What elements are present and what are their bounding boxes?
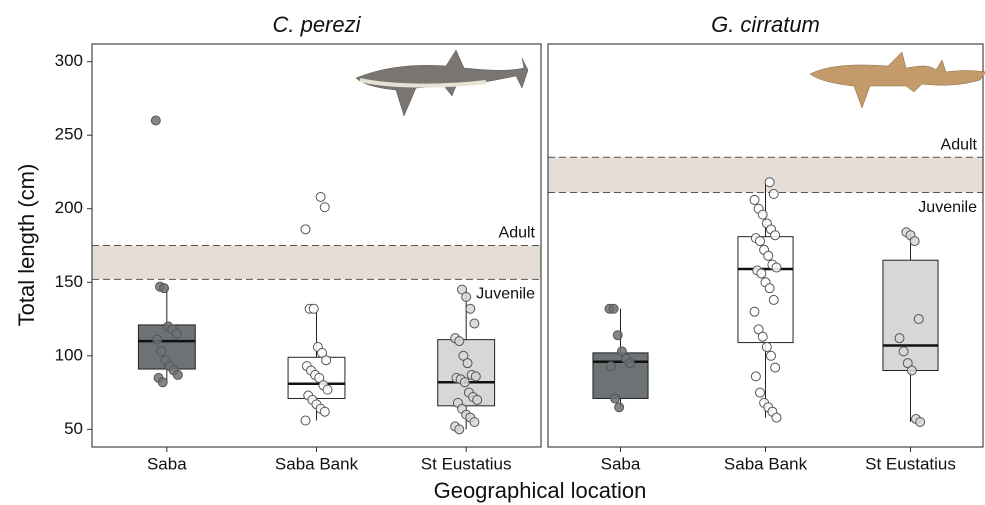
maturity-band [92, 246, 541, 280]
data-point [301, 225, 310, 234]
data-point [615, 403, 624, 412]
data-point [907, 366, 916, 375]
data-point [462, 292, 471, 301]
data-point [750, 307, 759, 316]
data-point [151, 116, 160, 125]
y-tick-label: 250 [55, 125, 83, 144]
data-point [158, 378, 167, 387]
x-tick-label: Saba Bank [275, 454, 359, 473]
data-point [471, 372, 480, 381]
y-tick-label: 300 [55, 51, 83, 70]
data-point [771, 363, 780, 372]
data-point [466, 304, 475, 313]
data-point [895, 334, 904, 343]
box [593, 353, 648, 399]
y-tick-label: 50 [64, 419, 83, 438]
data-point [765, 178, 774, 187]
data-point [470, 319, 479, 328]
x-tick-label: St Eustatius [865, 454, 956, 473]
data-point [772, 413, 781, 422]
data-point [751, 372, 760, 381]
data-point [764, 251, 773, 260]
band-label: Juvenile [476, 286, 535, 303]
band-label: Juvenile [918, 199, 977, 216]
data-point [769, 190, 778, 199]
data-point [470, 417, 479, 426]
data-point [455, 337, 464, 346]
data-point [769, 295, 778, 304]
x-tick-label: St Eustatius [421, 454, 512, 473]
data-point [322, 356, 331, 365]
data-point [320, 203, 329, 212]
data-point [757, 269, 766, 278]
chart: Total length (cm) Geographical location … [0, 0, 985, 505]
data-point [899, 347, 908, 356]
x-axis-label: Geographical location [434, 478, 647, 503]
data-point [153, 335, 162, 344]
band-label: Adult [941, 136, 978, 153]
data-point [173, 370, 182, 379]
data-point [758, 332, 767, 341]
y-tick-label: 100 [55, 345, 83, 364]
data-point [756, 237, 765, 246]
data-point [301, 416, 310, 425]
data-point [910, 237, 919, 246]
data-point [914, 315, 923, 324]
data-point [473, 395, 482, 404]
data-point [455, 425, 464, 434]
data-point [772, 263, 781, 272]
data-point [316, 192, 325, 201]
panel-title: C. perezi [272, 12, 361, 37]
data-point [756, 388, 765, 397]
data-point [172, 329, 181, 338]
data-point [750, 195, 759, 204]
data-point [609, 304, 618, 313]
data-point [613, 331, 622, 340]
data-point [771, 231, 780, 240]
shark-illustration [810, 52, 985, 108]
box [883, 260, 938, 370]
shark-illustration [356, 50, 528, 116]
data-point [460, 378, 469, 387]
data-point [916, 417, 925, 426]
data-point [626, 359, 635, 368]
data-point [606, 362, 615, 371]
data-point [767, 351, 776, 360]
data-point [463, 359, 472, 368]
data-point [611, 394, 620, 403]
y-tick-label: 200 [55, 198, 83, 217]
data-point [160, 284, 169, 293]
data-point [320, 407, 329, 416]
y-axis-label: Total length (cm) [14, 164, 39, 327]
y-tick-label: 150 [55, 272, 83, 291]
panel-title: G. cirratum [711, 12, 820, 37]
band-label: Adult [499, 225, 536, 242]
x-tick-label: Saba [601, 454, 641, 473]
x-tick-label: Saba Bank [724, 454, 808, 473]
data-point [309, 304, 318, 313]
shark-shape [810, 52, 985, 108]
data-point [323, 385, 332, 394]
data-point [765, 284, 774, 293]
x-tick-label: Saba [147, 454, 187, 473]
data-point [758, 210, 767, 219]
data-point [762, 342, 771, 351]
data-point [157, 347, 166, 356]
